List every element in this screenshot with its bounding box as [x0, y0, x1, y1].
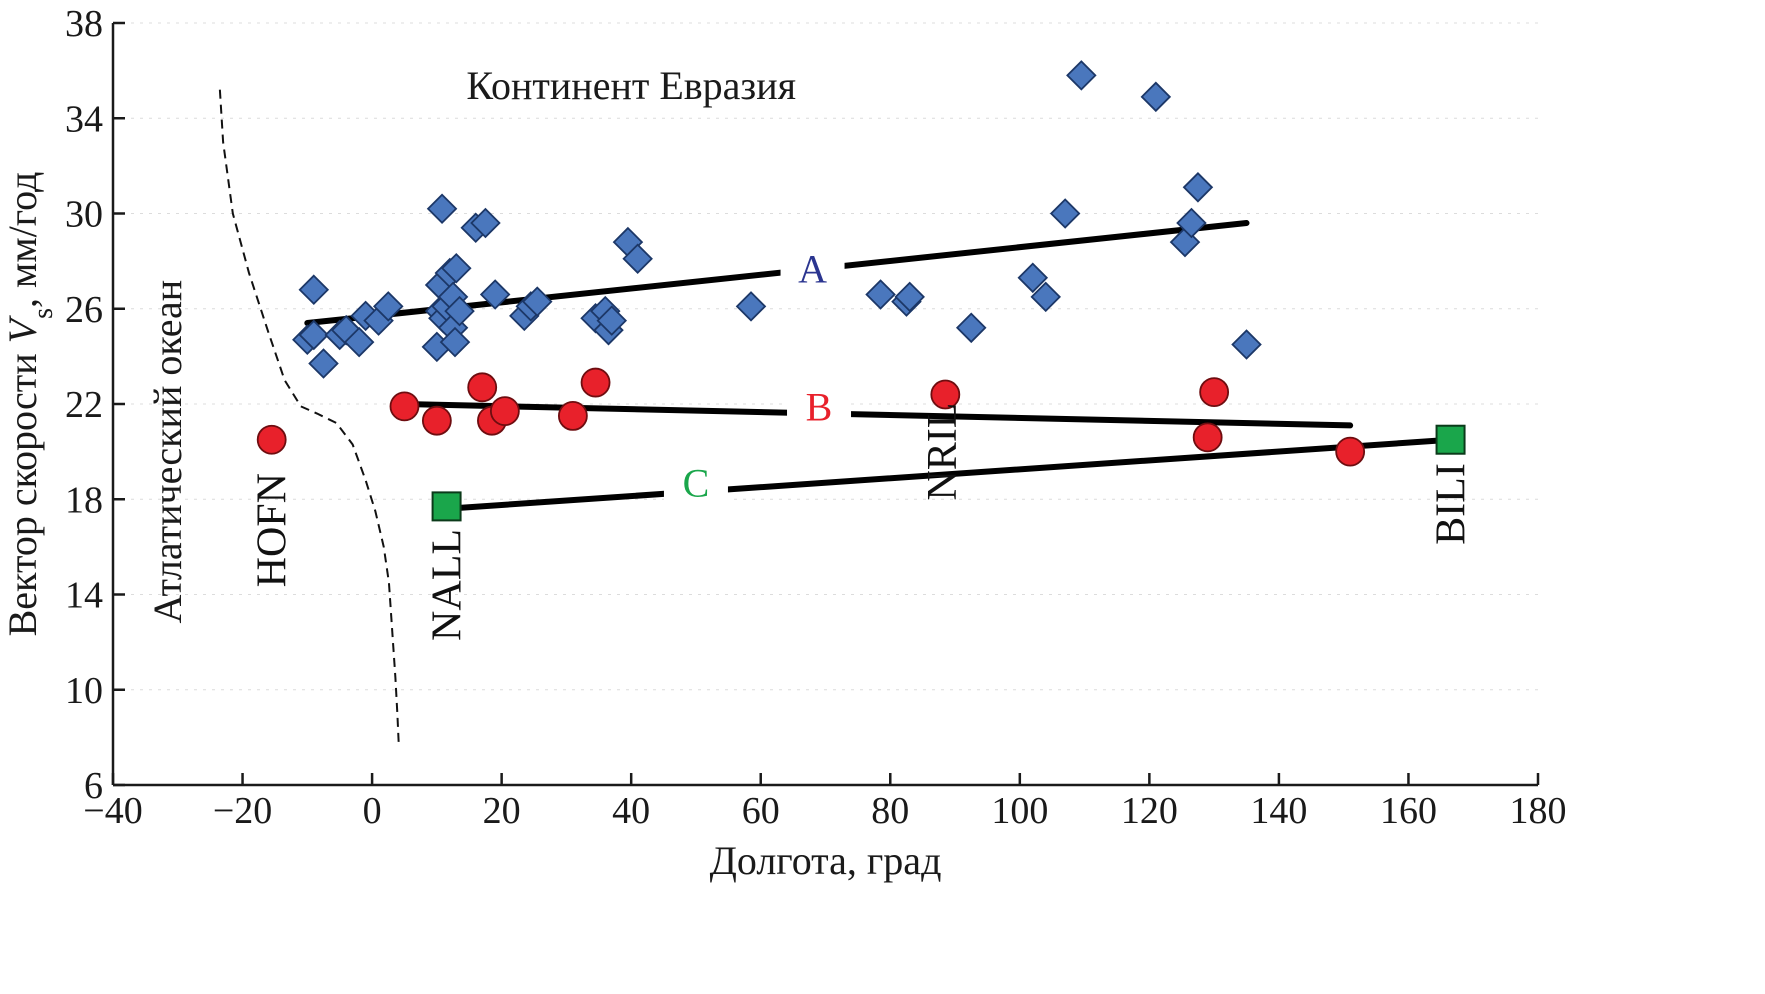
y-tick-label-22: 22: [65, 384, 103, 426]
point-A-41: [1049, 198, 1081, 229]
point-A-35: [865, 279, 896, 310]
point-A-45: [1176, 207, 1207, 239]
ocean-annotation: Атлатический океан: [145, 280, 190, 624]
point-A-21: [444, 295, 475, 327]
y-tick-label-10: 10: [65, 670, 103, 712]
y-axis-title: Вектор скорости Vs, мм/год: [0, 172, 59, 637]
point-A-3: [308, 348, 339, 379]
point-A-19: [439, 326, 471, 358]
trend-label-A: A: [798, 246, 827, 291]
data-points: [256, 60, 1466, 522]
point-B-3: [467, 372, 498, 403]
point-A-20: [441, 252, 472, 284]
x-tick-label-160: 160: [1380, 790, 1437, 832]
continent-annotation: Континент Евразия: [466, 63, 796, 108]
point-A-46: [1182, 172, 1214, 203]
y-tick-label-6: 6: [84, 765, 103, 807]
point-A-42: [1066, 60, 1097, 91]
trend-label-gap-C: [663, 460, 728, 505]
x-tick-label-80: 80: [871, 790, 909, 832]
x-axis-title: Долгота, град: [710, 838, 942, 883]
point-A-34: [735, 291, 767, 322]
x-tick-label-20: 20: [483, 790, 521, 832]
trend-line-C: [443, 436, 1454, 512]
x-tick-label--20: −20: [213, 790, 272, 832]
point-C-0: [431, 491, 462, 522]
point-B-1: [389, 391, 420, 422]
trend-label-gap-A: [780, 246, 845, 291]
trend-labels: A B C: [663, 246, 852, 506]
x-tick-label-180: 180: [1510, 790, 1567, 832]
x-tick-label-40: 40: [612, 790, 650, 832]
x-tick-label--40: −40: [83, 790, 142, 832]
point-A-40: [1030, 281, 1062, 313]
point-B-7: [580, 367, 611, 398]
x-tick-label-140: 140: [1250, 790, 1307, 832]
y-tick-label-14: 14: [65, 575, 103, 617]
point-A-39: [1017, 262, 1049, 294]
point-A-2: [298, 274, 330, 305]
y-tick-label-30: 30: [65, 194, 103, 236]
x-tick-label-0: 0: [363, 790, 382, 832]
y-axis-title-var: V: [0, 314, 45, 343]
point-C-1: [1435, 424, 1466, 455]
y-axis-title-post: , мм/год: [0, 172, 45, 308]
y-axis-ticks: 6 10 14 18 22 26 30 34 38: [65, 3, 125, 807]
y-tick-label-26: 26: [65, 289, 103, 331]
x-tick-label-100: 100: [991, 790, 1048, 832]
point-B-10: [1199, 377, 1230, 407]
point-A-38: [955, 312, 987, 344]
station-label-nril: NRIL: [920, 403, 966, 501]
point-A-47: [1231, 329, 1262, 360]
y-tick-label-34: 34: [65, 98, 103, 140]
point-A-6: [343, 326, 375, 358]
y-tick-label-18: 18: [65, 479, 103, 521]
x-axis-ticks: −40 −20 0 20 40 60 80 100 120 140 160 180: [83, 773, 1567, 832]
point-A-9: [373, 291, 404, 322]
point-B-11: [1335, 436, 1366, 467]
trend-label-C: C: [683, 461, 710, 506]
point-A-23: [470, 207, 501, 239]
station-label-hofn: HOFN: [250, 473, 296, 587]
point-A-31: [596, 305, 628, 336]
ocean-continent-boundary: [218, 89, 400, 743]
y-axis-title-pre: Вектор скорости: [0, 343, 45, 636]
point-A-33: [622, 243, 653, 275]
trend-label-gap-B: [787, 384, 852, 429]
point-A-27: [521, 286, 553, 317]
point-B-0: [256, 424, 287, 455]
point-A-43: [1140, 81, 1172, 113]
point-B-2: [421, 405, 452, 436]
boundary-dashed-line: [218, 89, 400, 743]
point-B-5: [489, 396, 520, 427]
point-A-24: [479, 279, 511, 310]
point-B-8: [930, 379, 961, 410]
station-labels: HOFN NALL NRIL BILI: [250, 403, 1475, 641]
x-tick-label-120: 120: [1121, 790, 1178, 832]
point-B-9: [1192, 422, 1223, 453]
trend-label-B: B: [806, 384, 833, 429]
point-A-1: [298, 319, 330, 351]
point-A-37: [894, 281, 925, 313]
x-tick-label-60: 60: [742, 790, 780, 832]
station-label-nall: NALL: [425, 529, 471, 641]
y-tick-label-38: 38: [65, 3, 103, 45]
point-B-6: [557, 401, 588, 431]
point-A-13: [426, 193, 458, 225]
y-axis-title-sub: s: [28, 308, 59, 319]
station-label-bili: BILI: [1429, 463, 1475, 545]
